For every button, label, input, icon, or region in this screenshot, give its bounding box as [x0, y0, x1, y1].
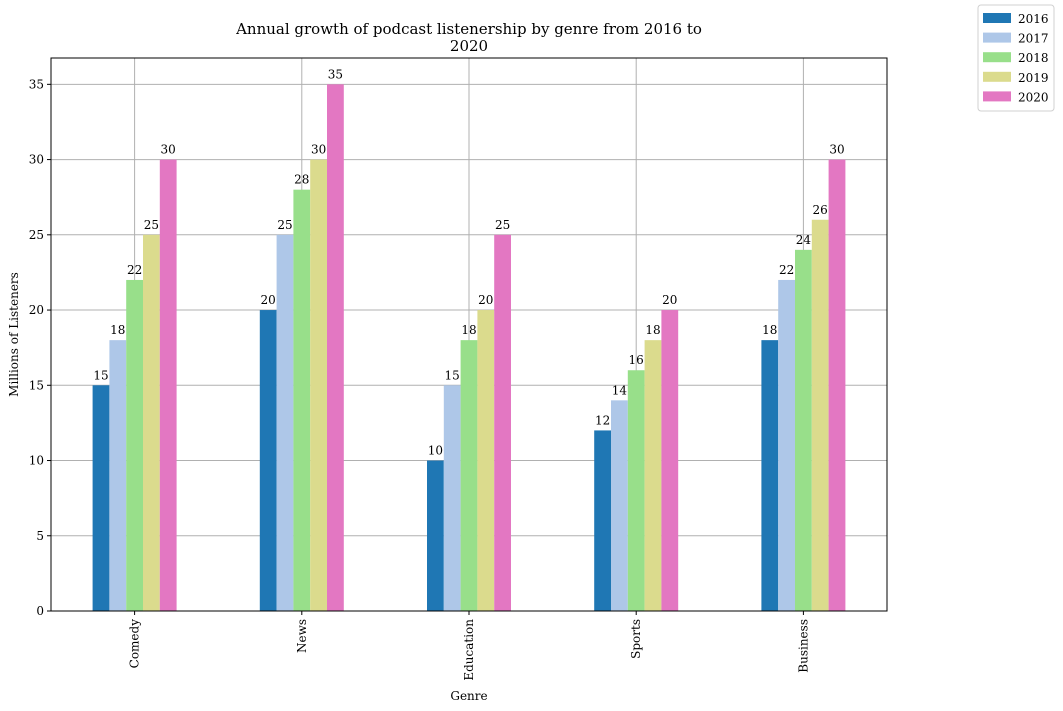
bar-education-2016	[427, 460, 444, 611]
bar-education-2018	[460, 340, 478, 611]
data-label-sports-2020: 20	[662, 293, 677, 307]
y-tick-label: 35	[29, 77, 44, 91]
data-label-sports-2016: 12	[595, 413, 610, 427]
legend-swatch-2020	[983, 91, 1011, 102]
bar-education-2019	[477, 310, 495, 611]
legend-swatch-2017	[983, 32, 1011, 43]
bar-sports-2019	[644, 340, 662, 611]
data-label-sports-2018: 16	[629, 353, 644, 367]
legend-label-2017: 2017	[1018, 32, 1049, 46]
data-label-education-2017: 15	[445, 368, 460, 382]
data-label-education-2018: 18	[461, 323, 476, 337]
bar-news-2020	[327, 84, 344, 612]
data-label-business-2017: 22	[779, 263, 794, 277]
legend-label-2019: 2019	[1018, 71, 1049, 85]
x-axis: Comedy News Education Sports Business	[128, 611, 810, 681]
chart-title-line: Annual growth of podcast listenership by…	[235, 20, 702, 38]
bar-sports-2020	[661, 310, 679, 611]
legend: 2016 2017 2018 2019 2020	[977, 4, 1055, 112]
bar-comedy-2017	[109, 340, 127, 611]
x-tick-label-comedy: Comedy	[128, 619, 142, 669]
legend-swatch-2019	[983, 71, 1011, 82]
data-label-comedy-2017: 18	[110, 323, 125, 337]
bar-sports-2016	[594, 430, 611, 611]
bar-education-2017	[443, 385, 461, 611]
y-axis: 0 5 10 15 20 25 30 35	[29, 77, 51, 618]
data-label-news-2019: 30	[311, 143, 326, 157]
y-tick-label: 25	[29, 228, 44, 242]
bar-comedy-2020	[159, 159, 177, 612]
data-label-education-2020: 25	[495, 218, 510, 232]
x-tick-label-education: Education	[462, 619, 476, 681]
x-tick-label-news: News	[295, 619, 309, 653]
legend-label-2020: 2020	[1018, 90, 1049, 104]
bar-news-2017	[276, 234, 294, 612]
data-label-education-2019: 20	[478, 293, 493, 307]
data-label-business-2016: 18	[762, 323, 777, 337]
data-label-sports-2017: 14	[612, 383, 628, 397]
data-label-business-2020: 30	[829, 143, 844, 157]
bar-education-2020	[494, 234, 511, 612]
data-label-news-2020: 35	[328, 67, 343, 81]
bar-news-2019	[310, 159, 327, 612]
bar-business-2017	[778, 279, 795, 611]
data-label-comedy-2020: 30	[161, 143, 176, 157]
bar-sports-2018	[627, 370, 645, 611]
y-axis-label: Millions of Listeners	[7, 272, 21, 397]
chart-title: Annual growth of podcast listenership by…	[235, 20, 702, 55]
x-tick-label-sports: Sports	[629, 619, 643, 659]
bar-comedy-2019	[143, 234, 160, 612]
bar-sports-2017	[611, 400, 628, 611]
bar-business-2019	[811, 219, 829, 611]
y-tick-label: 5	[36, 529, 44, 543]
data-label-comedy-2018: 22	[127, 263, 142, 277]
chart-title-line: 2020	[450, 37, 488, 55]
data-label-news-2018: 28	[294, 173, 309, 187]
y-tick-label: 0	[36, 604, 44, 618]
bar-news-2018	[293, 189, 311, 611]
legend-label-2018: 2018	[1018, 51, 1049, 65]
bar-comedy-2016	[92, 385, 110, 611]
y-tick-label: 30	[29, 153, 44, 167]
y-tick-label: 20	[29, 303, 44, 317]
data-label-sports-2019: 18	[645, 323, 660, 337]
bar-business-2018	[795, 249, 812, 611]
legend-box	[977, 4, 1055, 112]
data-label-news-2016: 20	[261, 293, 276, 307]
data-label-comedy-2019: 25	[144, 218, 159, 232]
data-label-comedy-2016: 15	[93, 368, 108, 382]
bar-news-2016	[259, 310, 277, 611]
legend-label-2016: 2016	[1018, 12, 1049, 26]
data-labels: 15 18 22 25 30 20 25 28 30 35 10 15 18 20 25 12 14 16 18 20…	[93, 67, 844, 457]
data-label-education-2016: 10	[428, 444, 443, 458]
x-tick-label-business: Business	[796, 619, 810, 673]
y-tick-label: 15	[29, 378, 44, 392]
bars	[92, 84, 846, 612]
data-label-news-2017: 25	[277, 218, 292, 232]
legend-swatch-2018	[983, 52, 1011, 63]
bar-comedy-2018	[126, 279, 143, 611]
bar-business-2016	[761, 340, 779, 611]
data-label-business-2018: 24	[796, 233, 812, 247]
bar-business-2020	[828, 159, 846, 612]
legend-swatch-2016	[983, 13, 1011, 23]
x-axis-label: Genre	[450, 689, 487, 703]
y-tick-label: 10	[29, 454, 44, 468]
data-label-business-2019: 26	[813, 203, 828, 217]
